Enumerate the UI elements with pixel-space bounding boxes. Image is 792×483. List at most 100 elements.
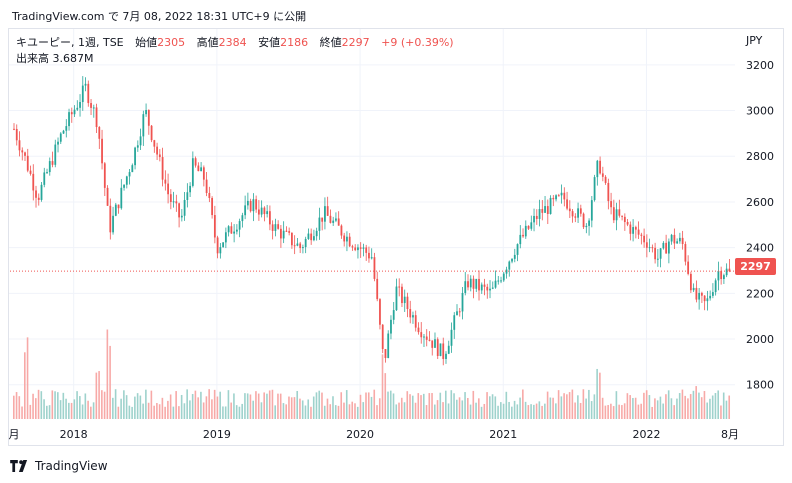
- candle-body: [656, 258, 659, 260]
- volume-bar: [676, 398, 678, 419]
- volume-bar: [125, 395, 128, 419]
- volume-bar: [563, 393, 565, 419]
- candle-body: [335, 218, 337, 221]
- volume-bar: [651, 406, 653, 419]
- candle-body: [337, 218, 340, 226]
- volume-bar: [420, 395, 422, 419]
- candle-body: [222, 242, 225, 248]
- candle-body: [13, 128, 15, 130]
- volume-bar: [296, 390, 299, 419]
- volume-bar: [508, 401, 510, 419]
- candle-body: [502, 273, 505, 281]
- volume-bar: [629, 395, 631, 419]
- volume-bar: [662, 403, 664, 419]
- candle-body: [549, 197, 552, 214]
- candle-body: [395, 286, 398, 311]
- candle-body: [417, 327, 420, 333]
- candle-body: [219, 247, 222, 254]
- candle-body: [387, 333, 390, 358]
- candle-body: [362, 247, 365, 249]
- volume-bar: [268, 390, 271, 419]
- candle-body: [654, 247, 657, 260]
- volume-bar: [425, 405, 428, 419]
- candle-body: [164, 179, 167, 184]
- volume-bar: [596, 368, 598, 419]
- volume-bar: [373, 389, 376, 419]
- volume-bar: [18, 396, 21, 419]
- volume-bar: [455, 399, 458, 419]
- volume-bar: [577, 395, 579, 419]
- candle-body: [114, 204, 117, 216]
- volume-bar: [252, 400, 254, 419]
- volume-bar: [128, 405, 131, 419]
- candle-body: [340, 225, 343, 236]
- volume-bar: [378, 398, 381, 419]
- volume-bar: [535, 403, 538, 419]
- low-label: 安値: [258, 36, 281, 49]
- candle-body: [447, 345, 450, 354]
- volume-bar: [150, 390, 153, 419]
- candle-body: [618, 209, 621, 216]
- volume-bar: [665, 394, 667, 419]
- volume-bar: [282, 403, 285, 419]
- volume-bar: [389, 390, 392, 419]
- volume-bar: [156, 403, 158, 419]
- high-label: 高値: [196, 36, 219, 49]
- candle-body: [623, 216, 626, 223]
- price-axis: 3200 3000 2800 2600 2400 2200 2000 1800: [746, 59, 774, 392]
- candle-body: [238, 221, 241, 230]
- candle-body: [585, 225, 588, 228]
- volume-bar: [670, 398, 673, 419]
- candle-body: [233, 231, 236, 234]
- candle-body: [428, 339, 431, 341]
- volume-bar: [511, 406, 513, 419]
- candle-body: [670, 234, 673, 242]
- candle-body: [527, 225, 530, 229]
- candle-body: [304, 238, 307, 248]
- x-tick-label: 2020: [346, 428, 374, 441]
- y-tick-label: 3000: [746, 105, 774, 118]
- volume-bar: [654, 398, 656, 419]
- candle-body: [368, 252, 370, 259]
- last-price-tag: 2297: [735, 258, 776, 275]
- candle-body: [167, 183, 169, 195]
- volume-bar: [447, 403, 450, 419]
- candle-body: [180, 215, 183, 218]
- volume-bar: [211, 399, 213, 419]
- volume-bar: [687, 398, 689, 419]
- candle-body: [51, 161, 54, 165]
- candle-body: [568, 208, 571, 212]
- candle-body: [478, 278, 480, 291]
- candle-body: [178, 203, 180, 218]
- candle-body: [302, 247, 304, 249]
- candle-body: [318, 217, 321, 231]
- candle-body: [109, 205, 112, 233]
- volume-bar: [227, 390, 230, 419]
- candle-body: [673, 234, 676, 244]
- volume-bar: [566, 394, 568, 419]
- candle-body: [725, 268, 728, 276]
- volume-bar: [134, 396, 136, 419]
- volume-bar: [90, 406, 92, 419]
- candle-body: [538, 209, 541, 219]
- candle-body: [365, 247, 368, 253]
- volume-bar: [376, 405, 378, 419]
- volume-bar: [92, 402, 95, 419]
- volume-bar: [709, 398, 711, 419]
- volume-bar: [101, 390, 103, 419]
- footer-brand[interactable]: TradingView: [10, 458, 108, 474]
- candle-body: [420, 332, 423, 338]
- volume-bar: [722, 392, 725, 419]
- candle-body: [519, 234, 522, 245]
- volume-bar: [183, 403, 186, 419]
- candle-body: [409, 309, 412, 318]
- candle-body: [321, 217, 324, 222]
- volume-bar: [35, 398, 37, 419]
- candle-body: [472, 278, 475, 289]
- candle-body: [406, 296, 409, 310]
- volume-bar: [87, 400, 89, 419]
- candle-body: [241, 215, 244, 222]
- candle-body: [596, 160, 599, 178]
- volume-bar: [640, 403, 642, 419]
